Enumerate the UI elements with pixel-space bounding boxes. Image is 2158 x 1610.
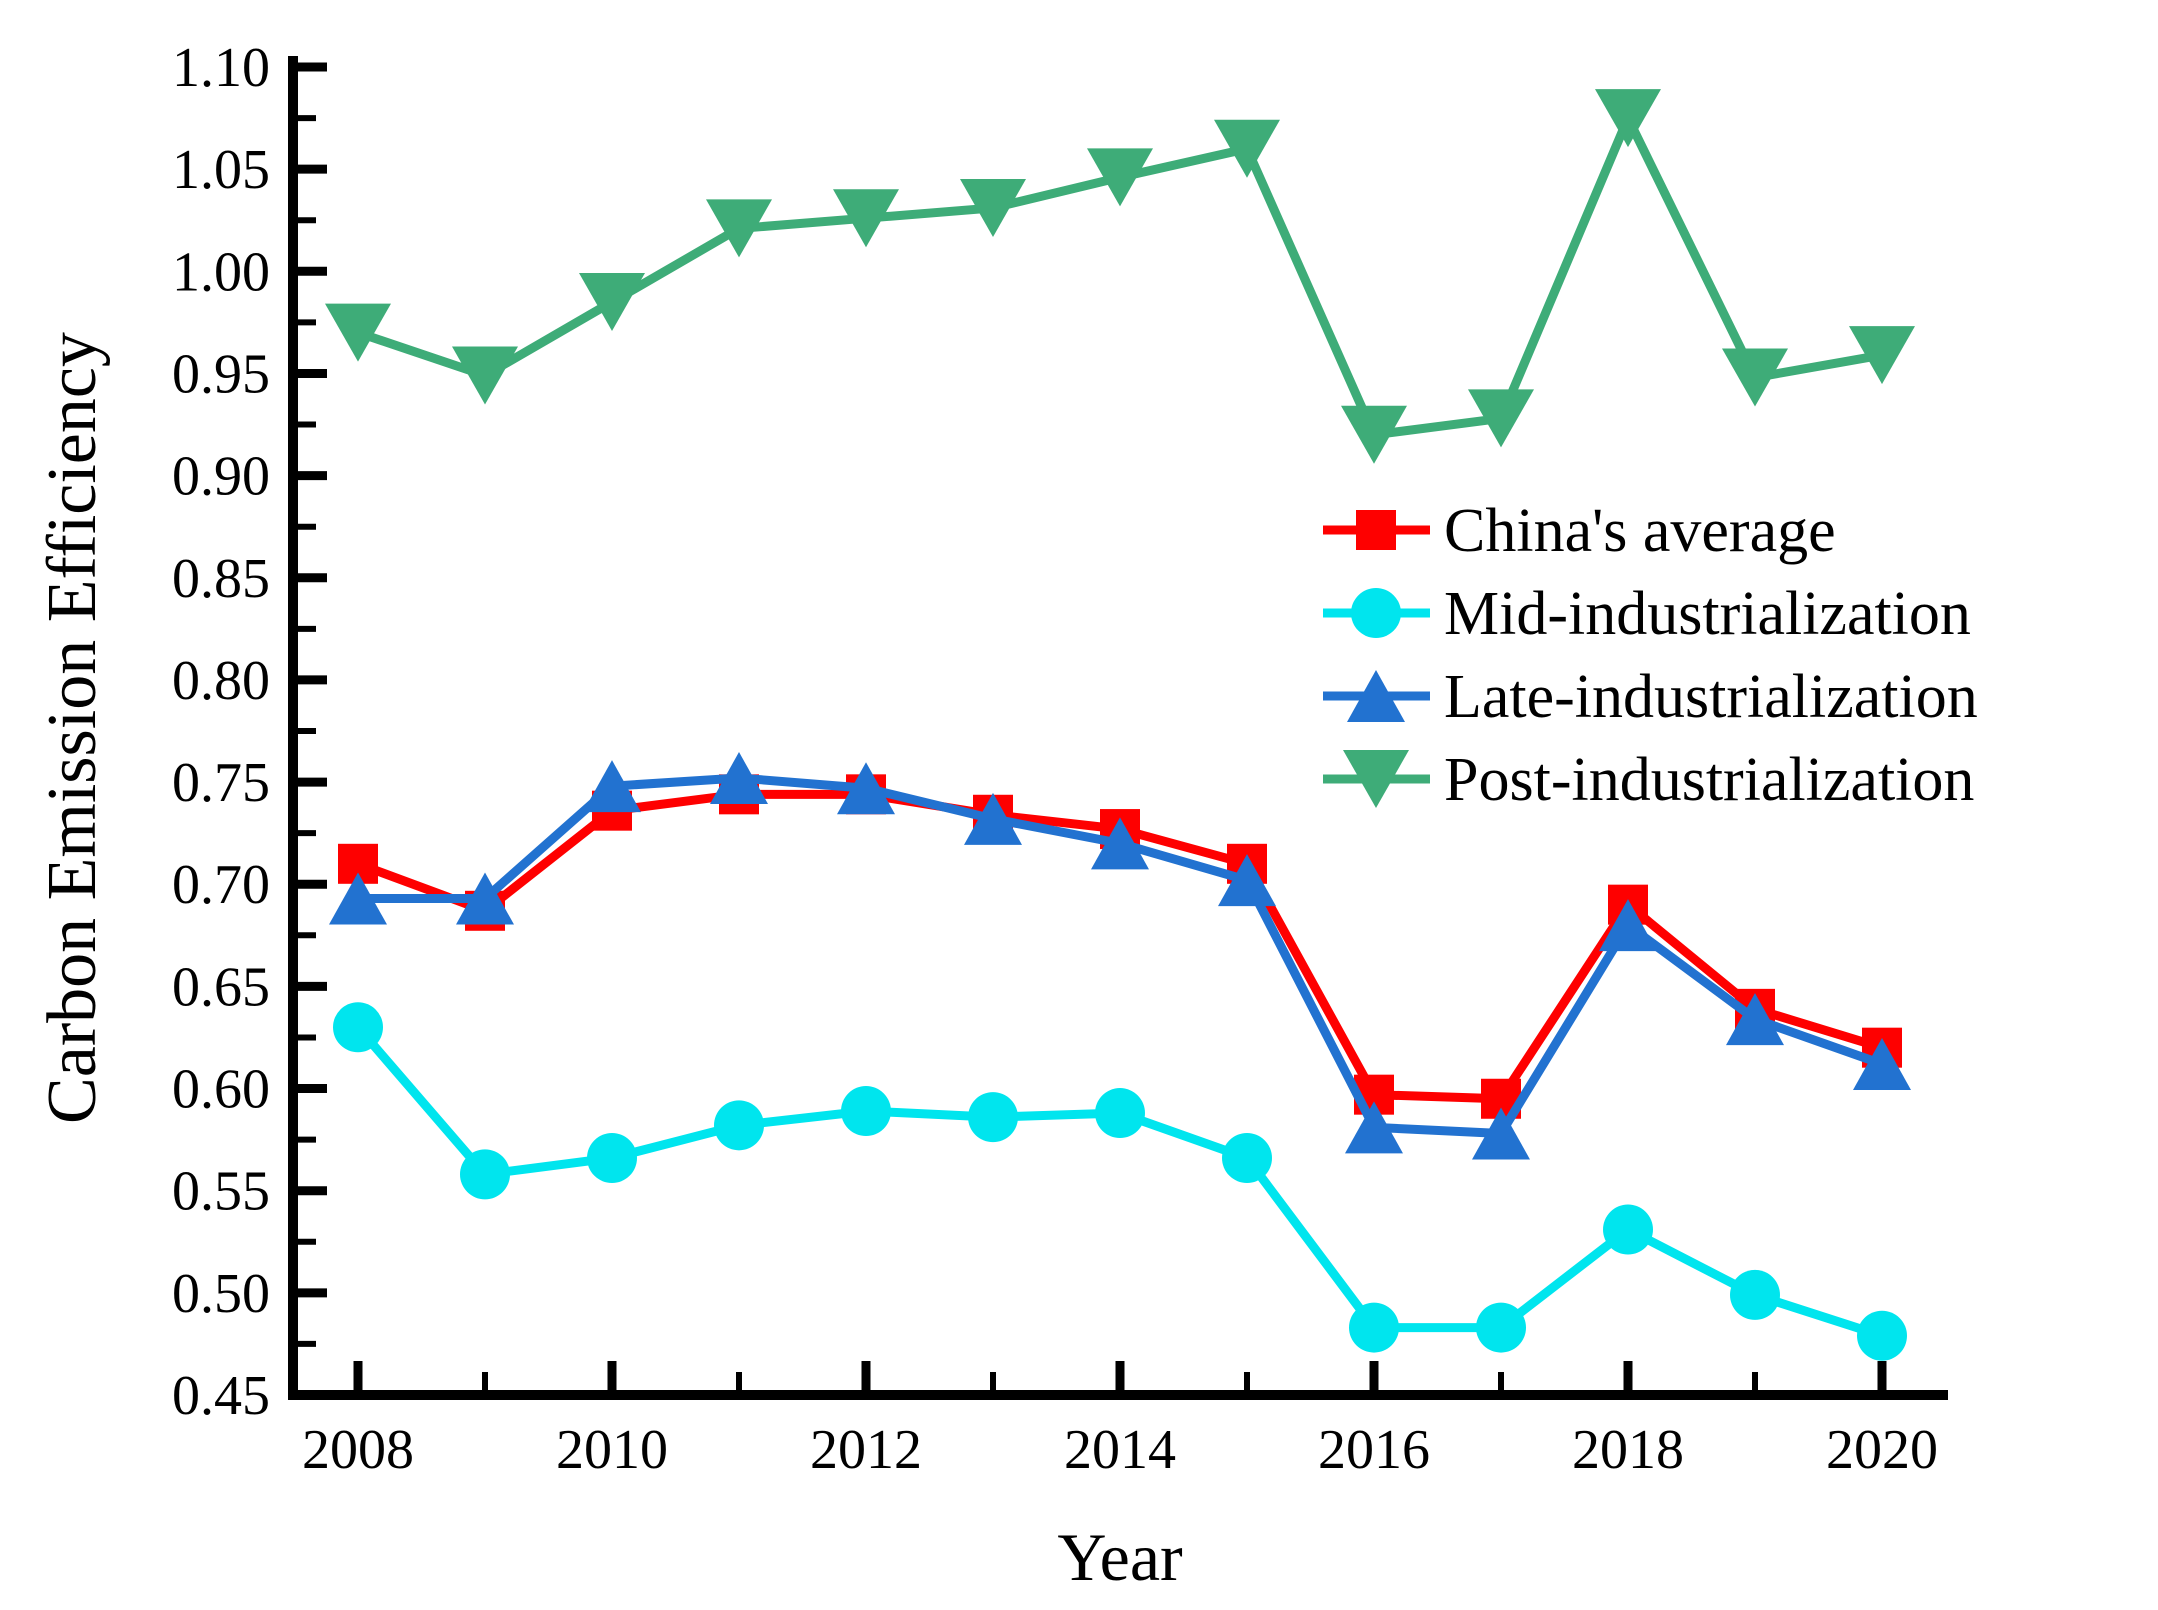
x-tick-label: 2018 — [1572, 1419, 1684, 1481]
legend-item-late-industrialization: Late-industrialization — [1323, 663, 1978, 731]
marker-late-industrialization — [837, 762, 895, 815]
marker-post-industrialization — [1341, 405, 1407, 464]
marker-mid-industrialization — [968, 1092, 1018, 1143]
marker-post-industrialization — [1087, 148, 1153, 207]
legend-label-mid-industrialization: Mid-industrialization — [1444, 580, 1971, 648]
marker-mid-industrialization — [714, 1100, 764, 1151]
legend-item-mid-industrialization: Mid-industrialization — [1323, 580, 1971, 648]
marker-late-industrialization — [1091, 817, 1149, 870]
marker-post-industrialization — [579, 272, 645, 331]
y-tick-label: 1.10 — [172, 37, 270, 99]
marker-mid-industrialization — [841, 1086, 891, 1137]
legend-item-post-industrialization: Post-industrialization — [1323, 746, 1974, 814]
marker-mid-industrialization — [460, 1149, 510, 1200]
marker-late-industrialization — [583, 760, 641, 813]
marker-post-industrialization — [452, 346, 518, 405]
y-tick-label: 0.80 — [172, 650, 270, 712]
x-tick-label: 2010 — [556, 1419, 668, 1481]
y-tick-label: 1.00 — [172, 241, 270, 303]
marker-post-industrialization — [1468, 389, 1534, 448]
marker-late-industrialization — [1218, 854, 1276, 907]
marker-post-industrialization — [1214, 119, 1280, 178]
y-tick-label: 0.70 — [172, 854, 270, 916]
marker-legend-post-industrialization — [1343, 750, 1409, 808]
marker-late-industrialization — [710, 751, 768, 804]
x-axis-title: Year — [1057, 1519, 1183, 1595]
series-late-industrialization — [329, 751, 1911, 1160]
marker-post-industrialization — [1849, 326, 1915, 385]
marker-late-industrialization — [1345, 1101, 1403, 1154]
legend-label-china-s-average: China's average — [1444, 497, 1836, 565]
y-tick-label: 0.50 — [172, 1263, 270, 1325]
marker-mid-industrialization — [587, 1133, 637, 1184]
marker-late-industrialization — [456, 872, 514, 925]
y-tick-label: 0.90 — [172, 446, 270, 508]
marker-mid-industrialization — [1857, 1310, 1907, 1361]
marker-late-industrialization — [1726, 993, 1784, 1046]
marker-late-industrialization — [329, 872, 387, 925]
marker-legend-late-industrialization — [1347, 670, 1405, 722]
x-tick-label: 2014 — [1064, 1419, 1176, 1481]
marker-post-industrialization — [1722, 348, 1788, 407]
x-tick-label: 2020 — [1826, 1419, 1938, 1481]
marker-mid-industrialization — [1603, 1204, 1653, 1255]
marker-post-industrialization — [960, 178, 1026, 237]
y-tick-label: 0.95 — [172, 343, 270, 405]
x-tick-label: 2016 — [1318, 1419, 1430, 1481]
y-tick-label: 0.45 — [172, 1365, 270, 1427]
series-post-industrialization — [325, 89, 1915, 464]
marker-legend-china-s-average — [1356, 510, 1396, 550]
marker-mid-industrialization — [1730, 1269, 1780, 1320]
x-tick-label: 2008 — [302, 1419, 414, 1481]
y-axis-title: Carbon Emission Efficiency — [34, 332, 111, 1124]
y-tick-label: 1.05 — [172, 139, 270, 201]
marker-late-industrialization — [1853, 1038, 1911, 1091]
marker-late-industrialization — [964, 792, 1022, 845]
marker-mid-industrialization — [1349, 1302, 1399, 1353]
marker-legend-mid-industrialization — [1351, 588, 1401, 638]
y-tick-label: 0.75 — [172, 752, 270, 814]
y-tick-label: 0.60 — [172, 1059, 270, 1121]
series-group — [325, 89, 1915, 1361]
y-tick-label: 0.65 — [172, 956, 270, 1018]
marker-late-industrialization — [1599, 899, 1657, 952]
marker-mid-industrialization — [1095, 1088, 1145, 1139]
marker-post-industrialization — [833, 189, 899, 248]
marker-mid-industrialization — [1222, 1133, 1272, 1184]
marker-mid-industrialization — [333, 1002, 383, 1053]
y-tick-label: 0.85 — [172, 548, 270, 610]
x-tick-label: 2012 — [810, 1419, 922, 1481]
marker-post-industrialization — [1595, 89, 1661, 148]
marker-post-industrialization — [706, 199, 772, 258]
legend-item-china-s-average: China's average — [1323, 497, 1836, 565]
axes: 0.45 0.50 0.55 0.60 0.65 0.70 0.75 0.80 0.85 0.90… — [172, 37, 1948, 1481]
series-mid-industrialization — [333, 1002, 1907, 1361]
marker-mid-industrialization — [1476, 1302, 1526, 1353]
legend-label-post-industrialization: Post-industrialization — [1444, 746, 1974, 814]
y-tick-label: 0.55 — [172, 1161, 270, 1223]
marker-post-industrialization — [325, 303, 391, 362]
legend: China's average Mid-industrialization Late… — [1323, 497, 1978, 814]
line-mid-industrialization — [354, 1024, 1884, 1341]
marker-late-industrialization — [1472, 1107, 1530, 1160]
legend-label-late-industrialization: Late-industrialization — [1444, 663, 1978, 731]
